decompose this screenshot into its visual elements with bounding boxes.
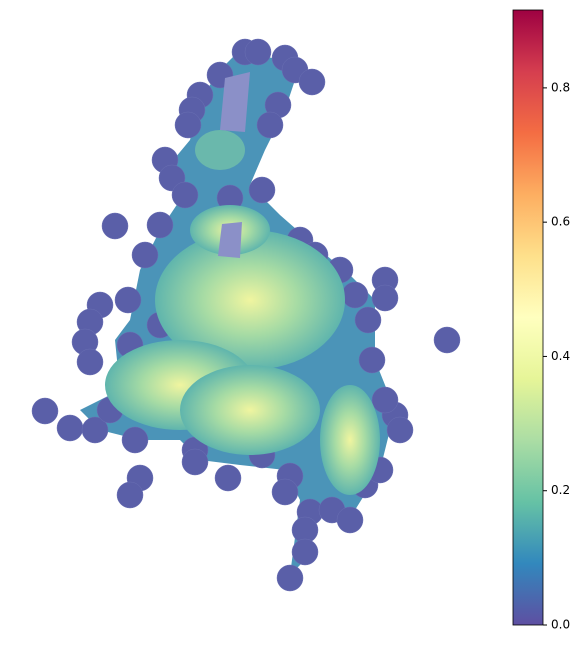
building-block	[220, 72, 250, 132]
buffer-zone	[256, 111, 284, 139]
buffer-zone	[386, 416, 414, 444]
buffer-zone	[291, 538, 319, 566]
buffer-zone	[174, 111, 202, 139]
high-density-area	[320, 385, 380, 495]
colorbar: 0.0 0.2 0.4 0.6 0.8	[512, 9, 570, 632]
buffer-zone	[371, 386, 399, 414]
buffer-zone	[181, 448, 209, 476]
buffer-zone	[433, 326, 461, 354]
buffer-zone	[371, 284, 399, 312]
buffer-zone	[244, 38, 272, 66]
buffer-zone	[336, 506, 364, 534]
buffer-zone	[354, 306, 382, 334]
buffer-zone	[146, 211, 174, 239]
high-density-area	[180, 365, 320, 455]
buffer-zone	[116, 481, 144, 509]
buffer-zone	[358, 346, 386, 374]
buffer-zone	[276, 564, 304, 592]
buffer-zone	[76, 348, 104, 376]
buffer-zone	[131, 241, 159, 269]
high-density-area	[195, 130, 245, 170]
building-block	[218, 222, 242, 258]
colorbar-tick-label: 0.6	[551, 215, 570, 229]
buffer-zone	[81, 416, 109, 444]
high-density-area	[155, 230, 345, 370]
buffer-zone	[298, 68, 326, 96]
buffer-zone	[114, 286, 142, 314]
buffer-zone	[271, 478, 299, 506]
buffer-zone	[341, 281, 369, 309]
colorbar-tick-label: 0.4	[551, 349, 570, 363]
choropleth-map	[31, 38, 461, 592]
buffer-zone	[214, 464, 242, 492]
colorbar-tick-label: 0.8	[551, 80, 570, 94]
colorbar-gradient	[512, 9, 544, 626]
buffer-zone	[31, 397, 59, 425]
colorbar-tick-label: 0.0	[551, 618, 570, 632]
buffer-zone	[56, 414, 84, 442]
colorbar-tick-label: 0.2	[551, 483, 570, 497]
buffer-zone	[171, 181, 199, 209]
buffer-zone	[248, 176, 276, 204]
buffer-zone	[101, 212, 129, 240]
buffer-zone	[121, 426, 149, 454]
